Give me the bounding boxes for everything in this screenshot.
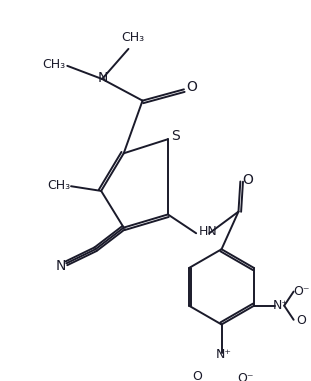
Text: O: O — [192, 370, 202, 381]
Text: S: S — [171, 130, 180, 143]
Text: N: N — [98, 71, 108, 85]
Text: HN: HN — [199, 225, 218, 238]
Text: N⁺: N⁺ — [272, 299, 289, 312]
Text: O: O — [243, 173, 253, 187]
Text: N⁺: N⁺ — [216, 348, 231, 361]
Text: N: N — [56, 259, 66, 273]
Text: O: O — [186, 80, 197, 93]
Text: O⁻: O⁻ — [238, 371, 254, 381]
Text: O: O — [296, 314, 306, 327]
Text: O⁻: O⁻ — [293, 285, 309, 298]
Text: CH₃: CH₃ — [47, 179, 70, 192]
Text: CH₃: CH₃ — [122, 31, 145, 44]
Text: CH₃: CH₃ — [43, 58, 66, 71]
